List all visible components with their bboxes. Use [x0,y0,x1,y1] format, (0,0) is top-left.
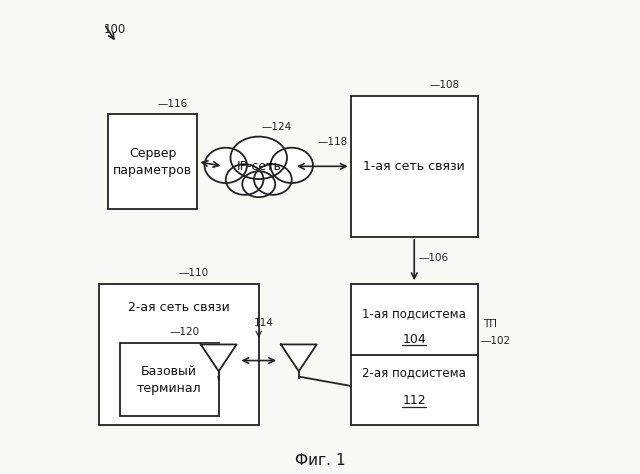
FancyBboxPatch shape [351,96,478,237]
Text: —120: —120 [169,328,199,337]
Text: —108: —108 [429,80,460,90]
Text: —118: —118 [317,137,348,147]
Polygon shape [201,345,237,371]
Text: Сервер
параметров: Сервер параметров [113,146,192,177]
Text: 2-ая сеть связи: 2-ая сеть связи [128,301,230,314]
FancyBboxPatch shape [108,115,198,209]
Text: Фиг. 1: Фиг. 1 [295,453,345,468]
Text: Базовый
терминал: Базовый терминал [137,365,202,394]
Text: —116: —116 [157,99,188,109]
Text: 100: 100 [103,23,125,36]
Ellipse shape [205,148,247,183]
Ellipse shape [254,164,292,195]
Polygon shape [281,345,317,371]
Ellipse shape [226,164,264,195]
FancyBboxPatch shape [351,284,478,426]
Ellipse shape [243,171,275,197]
Text: —124: —124 [261,122,291,132]
Text: 1-ая сеть связи: 1-ая сеть связи [364,160,465,173]
Ellipse shape [271,148,313,183]
Text: 1-ая подсистема: 1-ая подсистема [362,307,466,320]
Text: ТП: ТП [483,319,497,328]
Text: 112: 112 [403,394,426,407]
FancyBboxPatch shape [120,343,219,416]
FancyBboxPatch shape [99,284,259,426]
Text: 104: 104 [403,333,426,346]
Text: —102: —102 [480,336,510,346]
Text: 2-ая подсистема: 2-ая подсистема [362,366,466,379]
Text: —106: —106 [419,253,449,263]
Text: —110: —110 [179,268,209,278]
Ellipse shape [230,137,287,179]
Text: 114: 114 [254,318,274,328]
Text: IP-сеть: IP-сеть [236,160,281,173]
